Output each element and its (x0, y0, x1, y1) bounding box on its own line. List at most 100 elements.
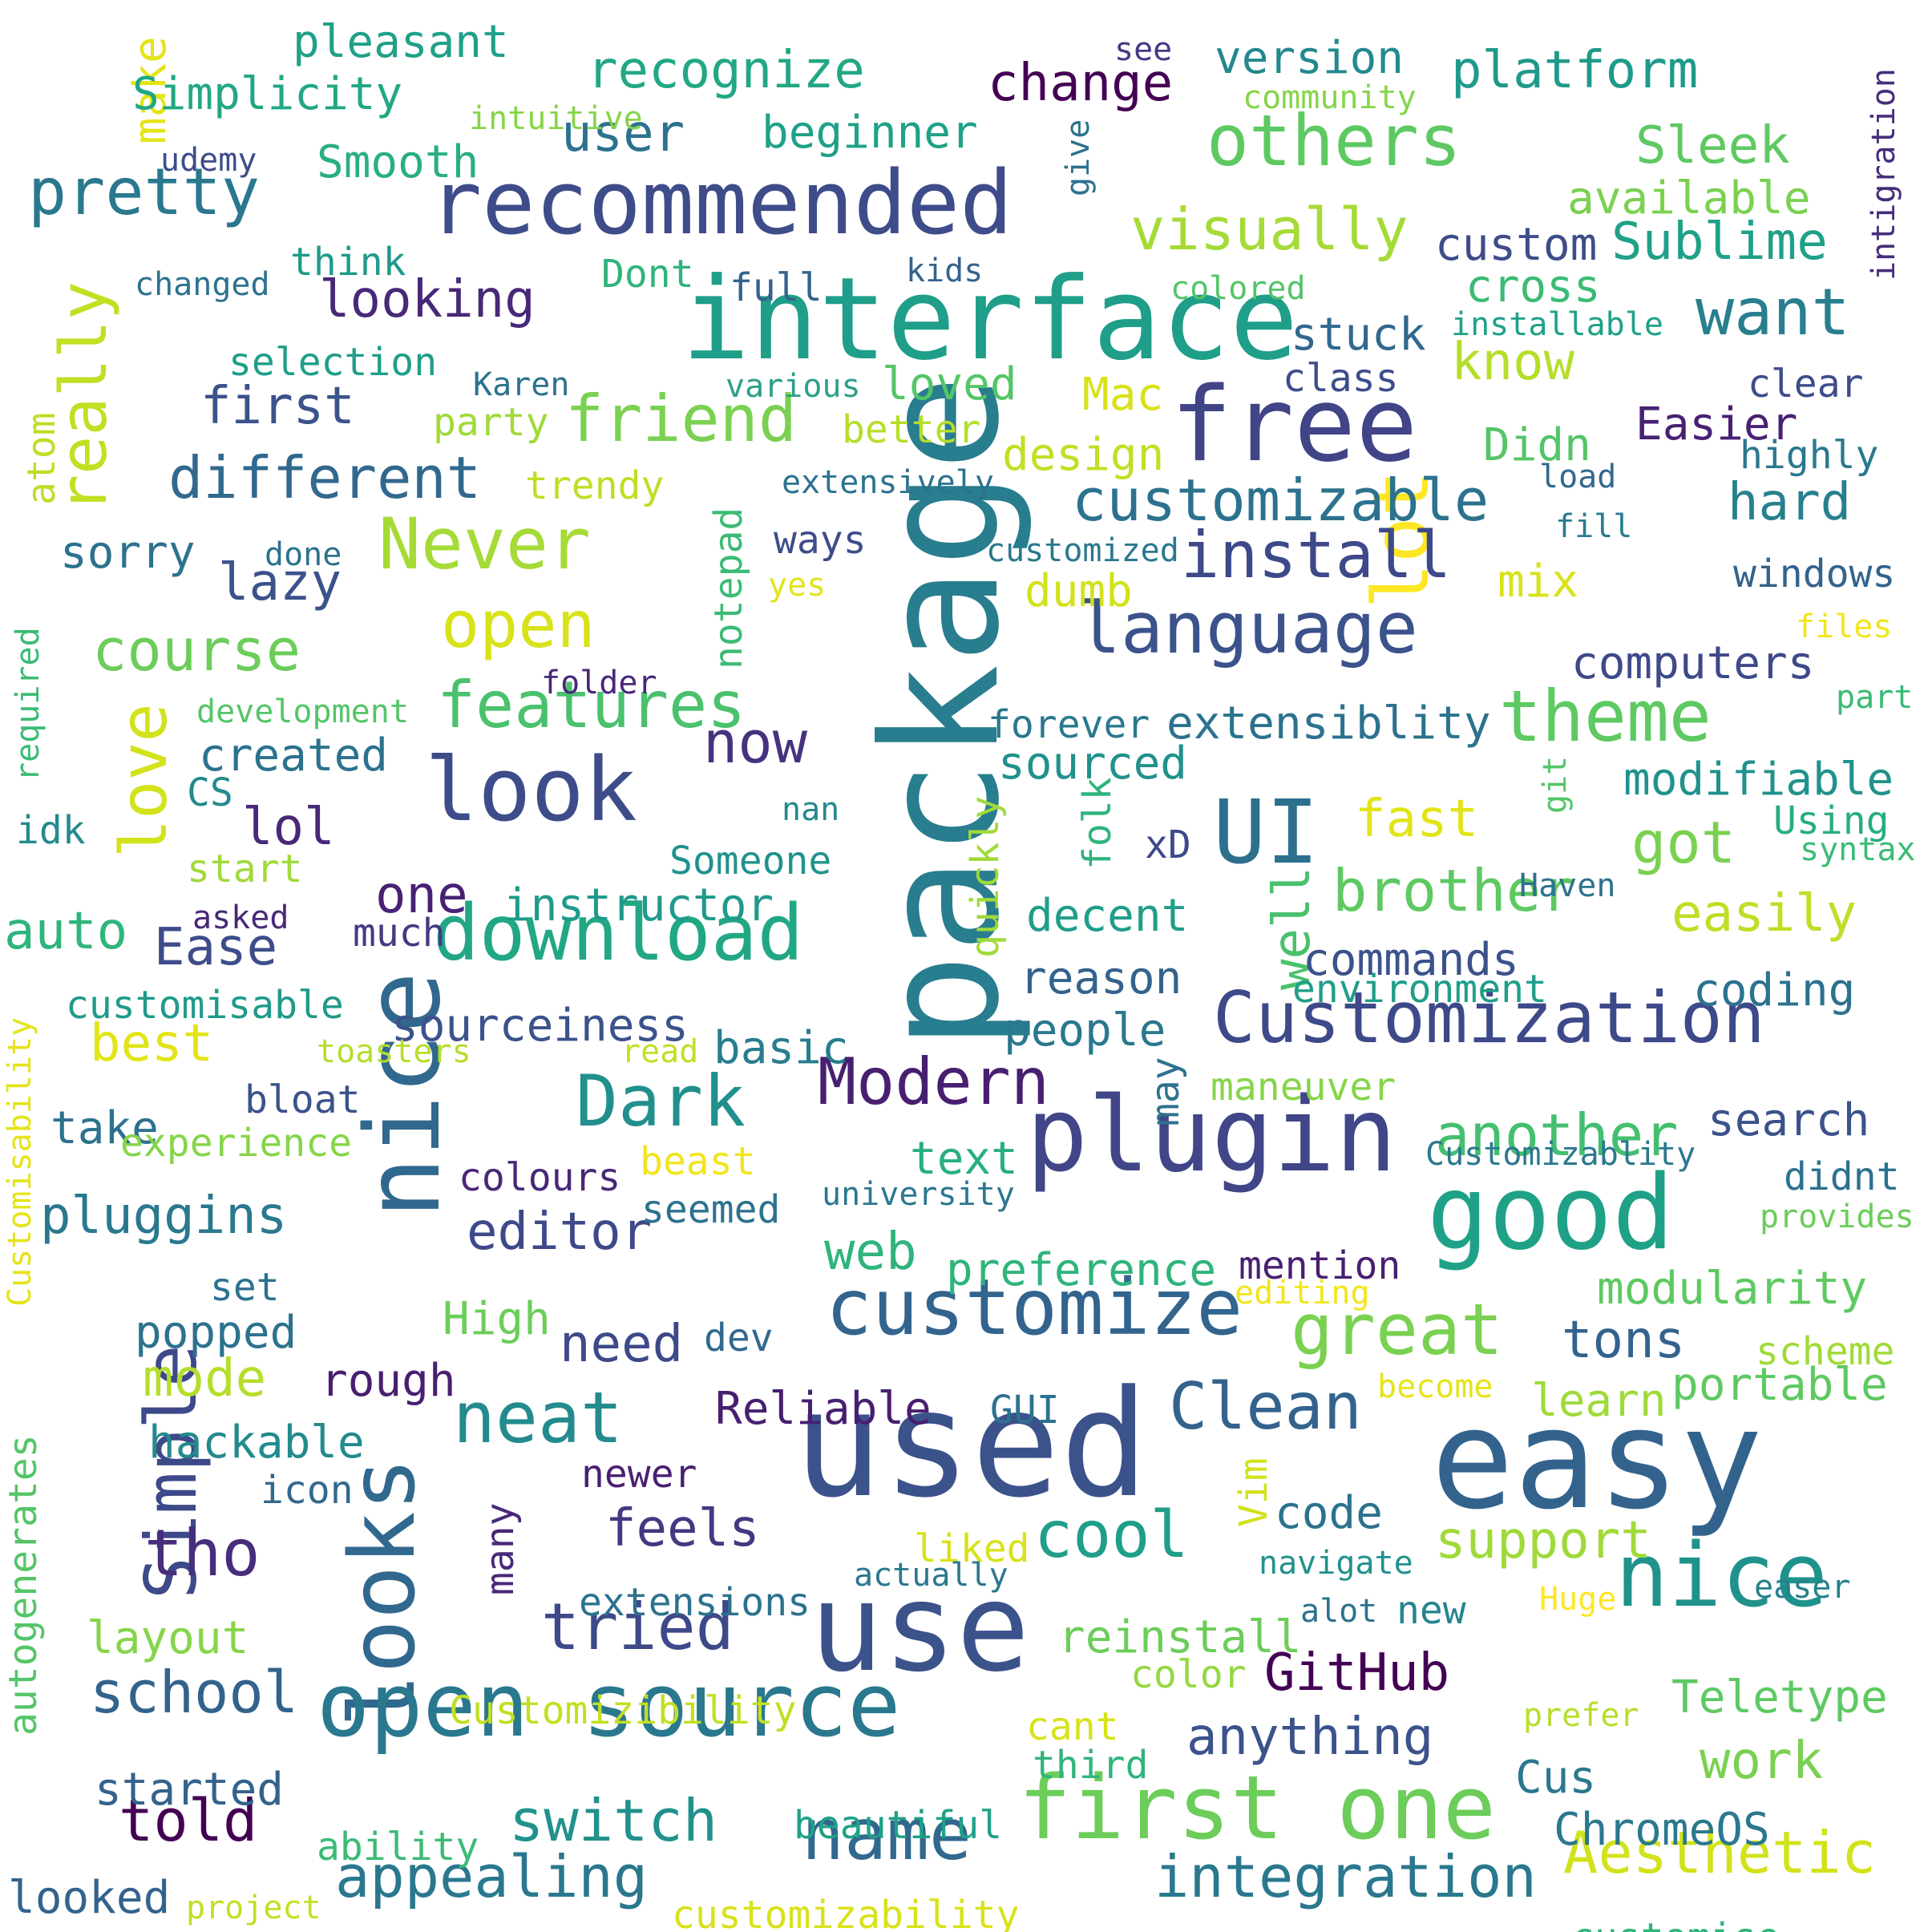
word-recognize: recognize (587, 41, 865, 100)
word-intigration: intigration (1865, 68, 1902, 281)
word-quickly: quickly (963, 795, 1008, 958)
word-layout: layout (87, 1612, 249, 1664)
word-better: better (842, 407, 981, 452)
word-told: told (119, 1787, 258, 1854)
word-pluggins: pluggins (40, 1186, 288, 1246)
word-project: project (186, 1890, 321, 1926)
word-sorry: sorry (60, 527, 196, 579)
word-dark: Dark (576, 1060, 746, 1142)
word-great: great (1291, 1288, 1503, 1371)
word-easier: Easier (1635, 398, 1798, 451)
word-commands: commands (1303, 934, 1519, 986)
word-reinstall: reinstall (1058, 1611, 1302, 1663)
word-hackable: hackable (148, 1417, 365, 1469)
word-open: open (441, 588, 596, 662)
word-visually: visually (1130, 196, 1409, 263)
word-set: set (210, 1265, 280, 1310)
word-mode: mode (143, 1349, 267, 1409)
word-icon: icon (261, 1468, 354, 1513)
word-colours: colours (459, 1155, 621, 1200)
word-clean: Clean (1169, 1369, 1362, 1444)
word-got: got (1631, 809, 1736, 876)
word-udemy: udemy (160, 142, 257, 179)
word-love: love (107, 703, 181, 858)
word-forever: forever (988, 702, 1150, 747)
word-mac: Mac (1082, 369, 1164, 421)
word-customizibility: Customizibility (449, 1688, 797, 1733)
word-fill: fill (1555, 508, 1633, 545)
word-highly: highly (1740, 433, 1879, 478)
word-community: community (1243, 79, 1417, 116)
word-interface: interface (681, 253, 1299, 386)
word-dumb: dumb (1025, 565, 1133, 617)
word-pleasant: pleasant (293, 16, 509, 68)
word-fast: fast (1355, 790, 1479, 849)
word-feels: feels (605, 1499, 760, 1558)
word-yes: yes (768, 567, 827, 604)
word-friend: friend (565, 382, 797, 456)
word-modern: Modern (818, 1045, 1049, 1119)
word-first-one: first one (1018, 1756, 1497, 1859)
word-features: features (437, 668, 746, 742)
word-reliable: Reliable (715, 1383, 932, 1435)
word-clear: clear (1748, 362, 1864, 406)
word-class: class (1283, 356, 1399, 401)
word-high: High (443, 1293, 551, 1345)
word-anything: anything (1186, 1708, 1434, 1767)
word-party: party (433, 400, 549, 445)
word-development: development (196, 693, 409, 730)
word-bloat: bloat (245, 1077, 361, 1122)
word-know: know (1451, 333, 1575, 392)
word-plugin: plugin (1026, 1076, 1397, 1195)
word-vim: Vim (1231, 1457, 1276, 1527)
word-cool: cool (1034, 1498, 1189, 1572)
word-ease: Ease (154, 918, 278, 977)
word-hard: hard (1728, 473, 1852, 532)
word-asked: asked (192, 899, 289, 936)
word-language: language (1078, 587, 1418, 669)
word-tho: tho (144, 1516, 261, 1590)
word-ui: UI (1213, 781, 1320, 883)
word-syntax: syntax (1800, 831, 1916, 868)
word-required: required (10, 627, 46, 782)
word-using: Using (1773, 798, 1890, 843)
word-take: take (51, 1102, 159, 1154)
word-another: another (1435, 1101, 1679, 1169)
word-first: first (200, 377, 355, 436)
word-scheme: scheme (1756, 1329, 1895, 1374)
word-user: user (561, 104, 685, 164)
word-extensiblity: extensiblity (1166, 697, 1491, 750)
word-changed: changed (135, 266, 270, 303)
word-huge: Huge (1539, 1581, 1617, 1618)
word-customisable: customisable (66, 983, 344, 1028)
word-looking: looking (319, 270, 536, 329)
word-third: third (1033, 1743, 1149, 1788)
word-ways: ways (774, 518, 867, 563)
word-folk: folk (1075, 777, 1120, 870)
word-xd: xD (1145, 823, 1191, 867)
word-basic: basic (713, 1022, 849, 1074)
word-load: load (1539, 459, 1617, 495)
word-coding: coding (1693, 964, 1856, 1017)
word-notepad: notepad (706, 507, 751, 669)
word-colored: colored (1170, 270, 1306, 307)
word-computers: computers (1571, 637, 1815, 689)
word-editing: editing (1235, 1275, 1370, 1312)
word-change: change (988, 54, 1174, 113)
word-didn: Didn (1483, 419, 1591, 471)
word-extensively: extensively (782, 464, 994, 501)
word-editor: editor (467, 1202, 653, 1262)
word-customizable: customizable (1072, 467, 1489, 534)
word-lol: lol (242, 798, 335, 857)
word-alot: alot (1300, 1593, 1378, 1630)
word-design: design (1002, 429, 1165, 481)
word-smooth: Smooth (317, 136, 479, 188)
word-dev: dev (704, 1316, 774, 1360)
word-github: GitHub (1264, 1643, 1450, 1703)
word-intuitive: intuitive (469, 100, 643, 137)
word-git: git (1537, 755, 1574, 814)
word-easily: easily (1671, 884, 1857, 944)
word-integration: integration (1154, 1843, 1537, 1910)
word-preference: preference (946, 1244, 1217, 1296)
